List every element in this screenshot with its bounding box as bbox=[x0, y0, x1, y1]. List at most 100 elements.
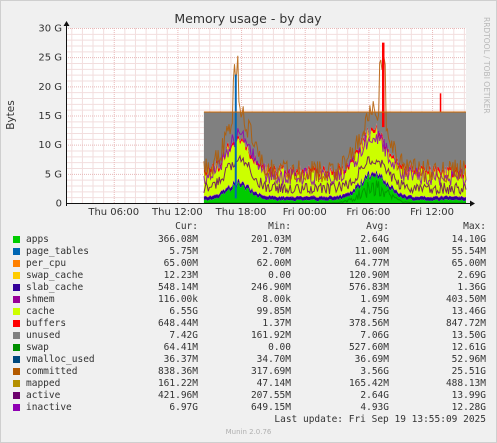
legend-name: inactive bbox=[26, 402, 72, 413]
legend-row-apps: apps 366.08M 201.03M 2.64G 14.10G bbox=[0, 234, 497, 246]
legend-cur: 7.42G bbox=[169, 330, 198, 341]
legend-max: 12.61G bbox=[451, 342, 486, 353]
legend-row-shmem: shmem 116.00k 8.00k 1.69M 403.50M bbox=[0, 294, 497, 306]
legend-row-buffers: buffers 648.44M 1.37M 378.56M 847.72M bbox=[0, 318, 497, 330]
legend-cur: 12.23M bbox=[163, 270, 198, 281]
legend-cur: 548.14M bbox=[157, 282, 198, 293]
legend-min: 99.85M bbox=[256, 306, 291, 317]
legend-name: unused bbox=[26, 330, 61, 341]
legend-avg: 64.77M bbox=[354, 258, 389, 269]
legend-min: 246.90M bbox=[250, 282, 291, 293]
y-tick-label: 10 G bbox=[38, 140, 62, 151]
legend-swatch bbox=[13, 248, 20, 255]
legend-name: swap_cache bbox=[26, 270, 84, 281]
legend-row-active: active 421.96M 207.55M 2.64G 13.99G bbox=[0, 390, 497, 402]
legend-header-max: Max: bbox=[463, 221, 486, 232]
legend-max: 13.46G bbox=[451, 306, 486, 317]
last-update-row: Last update: Fri Sep 19 13:55:09 2025 bbox=[0, 414, 497, 426]
series-areas bbox=[203, 42, 467, 204]
legend-avg: 2.64G bbox=[360, 234, 389, 245]
y-tick-label: 15 G bbox=[38, 111, 62, 122]
legend-swatch bbox=[13, 368, 20, 375]
legend-name: shmem bbox=[26, 294, 55, 305]
legend-cur: 648.44M bbox=[157, 318, 198, 329]
legend-min: 1.37M bbox=[262, 318, 291, 329]
legend-min: 317.69M bbox=[250, 366, 291, 377]
legend-row-unused: unused 7.42G 161.92M 7.06G 13.50G bbox=[0, 330, 497, 342]
legend-max: 12.28G bbox=[451, 402, 486, 413]
legend-name: committed bbox=[26, 366, 78, 377]
legend-max: 1.36G bbox=[457, 282, 486, 293]
legend-cur: 6.55G bbox=[169, 306, 198, 317]
y-tick-label: 30 G bbox=[38, 24, 62, 35]
legend-avg: 7.06G bbox=[360, 330, 389, 341]
legend-avg: 4.93G bbox=[360, 402, 389, 413]
line-committed bbox=[203, 55, 467, 183]
legend-min: 62.00M bbox=[256, 258, 291, 269]
legend-row-per-cpu: per_cpu 65.00M 62.00M 64.77M 65.00M bbox=[0, 258, 497, 270]
legend-row-page-tables: page_tables 5.75M 2.70M 11.00M 55.54M bbox=[0, 246, 497, 258]
legend-max: 14.10G bbox=[451, 234, 486, 245]
y-tick-label: 5 G bbox=[45, 169, 62, 180]
y-tick-label: 25 G bbox=[38, 53, 62, 64]
munin-version: Munin 2.0.76 bbox=[225, 428, 272, 436]
legend-row-inactive: inactive 6.97G 649.15M 4.93G 12.28G bbox=[0, 402, 497, 414]
legend-max: 52.96M bbox=[451, 354, 486, 365]
area-buffers bbox=[203, 123, 466, 180]
legend-cur: 421.96M bbox=[157, 390, 198, 401]
legend-swatch bbox=[13, 392, 20, 399]
legend-cur: 36.37M bbox=[163, 354, 198, 365]
legend-min: 0.00 bbox=[268, 342, 291, 353]
legend-row-swap-cache: swap_cache 12.23M 0.00 120.90M 2.69G bbox=[0, 270, 497, 282]
legend-avg: 1.69M bbox=[360, 294, 389, 305]
legend-name: apps bbox=[26, 234, 49, 245]
legend-min: 47.14M bbox=[256, 378, 291, 389]
legend-name: vmalloc_used bbox=[26, 354, 95, 365]
y-axis-label: Bytes bbox=[5, 100, 17, 129]
axes bbox=[63, 21, 475, 207]
legend-avg: 120.90M bbox=[348, 270, 389, 281]
legend-min: 2.70M bbox=[262, 246, 291, 257]
legend-swatch bbox=[13, 236, 20, 243]
legend-max: 25.51G bbox=[451, 366, 486, 377]
legend-avg: 4.75G bbox=[360, 306, 389, 317]
legend-swatch bbox=[13, 404, 20, 411]
x-tick-label: Fri 06:00 bbox=[346, 207, 390, 218]
legend-cur: 161.22M bbox=[157, 378, 198, 389]
legend-swatch bbox=[13, 284, 20, 291]
legend-row-mapped: mapped 161.22M 47.14M 165.42M 488.13M bbox=[0, 378, 497, 390]
legend-swatch bbox=[13, 260, 20, 267]
legend-name: slab_cache bbox=[26, 282, 84, 293]
legend-name: page_tables bbox=[26, 246, 89, 257]
legend-min: 161.92M bbox=[250, 330, 291, 341]
area-slab-cache bbox=[203, 169, 466, 202]
x-tick-label: Thu 12:00 bbox=[151, 207, 203, 218]
legend-max: 847.72M bbox=[445, 318, 486, 329]
legend-max: 13.99G bbox=[451, 390, 486, 401]
legend-row-vmalloc-used: vmalloc_used 36.37M 34.70M 36.69M 52.96M bbox=[0, 354, 497, 366]
legend-name: active bbox=[26, 390, 61, 401]
legend-min: 649.15M bbox=[250, 402, 291, 413]
legend-avg: 11.00M bbox=[354, 246, 389, 257]
rrdtool-credit: RRDTOOL / TOBI OETIKER bbox=[482, 17, 491, 114]
legend-min: 34.70M bbox=[256, 354, 291, 365]
legend-swatch bbox=[13, 296, 20, 303]
legend-cur: 5.75M bbox=[169, 246, 198, 257]
legend-row-cache: cache 6.55G 99.85M 4.75G 13.46G bbox=[0, 306, 497, 318]
legend-name: buffers bbox=[26, 318, 67, 329]
legend-cur: 6.97G bbox=[169, 402, 198, 413]
legend-cur: 64.41M bbox=[163, 342, 198, 353]
x-tick-label: Thu 06:00 bbox=[87, 207, 139, 218]
legend-avg: 2.64G bbox=[360, 390, 389, 401]
y-tick-label: 0 bbox=[56, 199, 62, 210]
y-ticks: 0 5 G 10 G 15 G 20 G 25 G 30 G bbox=[38, 24, 62, 210]
legend-header-cur: Cur: bbox=[175, 221, 198, 232]
legend-row-slab-cache: slab_cache 548.14M 246.90M 576.83M 1.36G bbox=[0, 282, 497, 294]
chart-title: Memory usage - by day bbox=[174, 11, 322, 26]
legend-max: 488.13M bbox=[445, 378, 486, 389]
legend-avg: 3.56G bbox=[360, 366, 389, 377]
legend-cur: 838.36M bbox=[157, 366, 198, 377]
legend-name: mapped bbox=[26, 378, 61, 389]
legend-name: cache bbox=[26, 306, 55, 317]
legend-avg: 576.83M bbox=[348, 282, 389, 293]
